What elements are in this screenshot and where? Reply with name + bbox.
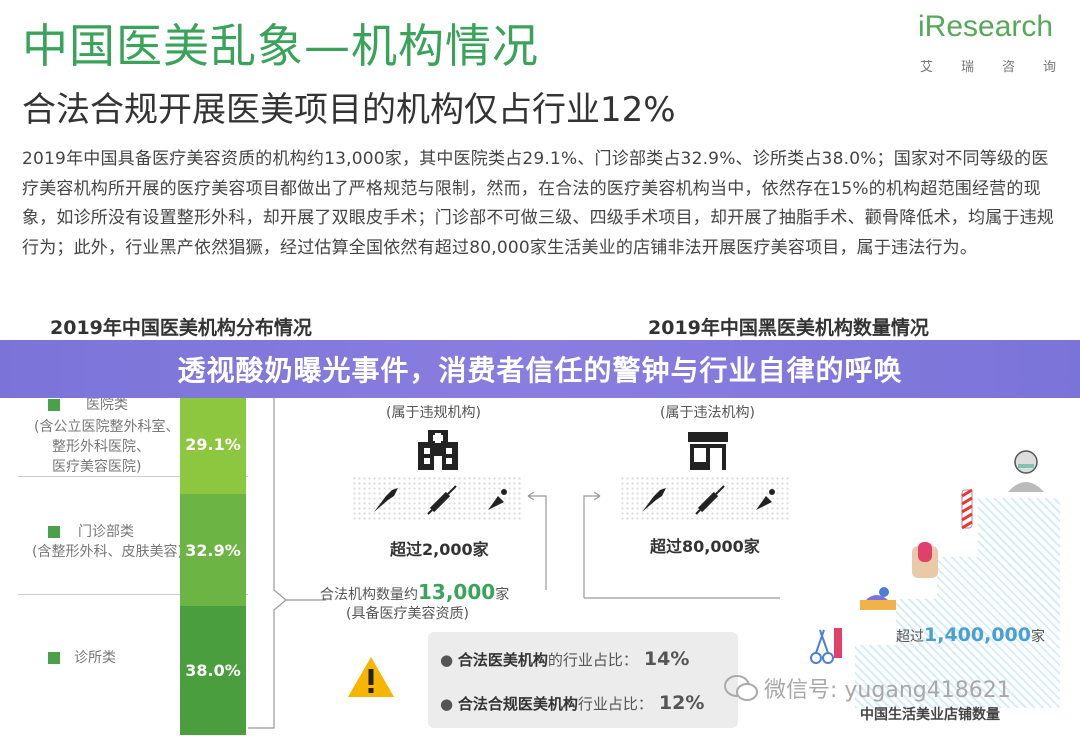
- laser-icon: [756, 489, 775, 510]
- flow-arrows: [527, 491, 780, 599]
- col1-label: (属于违规机构): [386, 405, 481, 421]
- col2-count: 超过80,000家: [650, 537, 760, 556]
- syringe-icon: [695, 485, 725, 515]
- barber-pole-icon: [961, 488, 973, 530]
- wechat-icon: [724, 675, 758, 701]
- category-clinic-dept: 门诊部类 (含整形外科、皮肤美容): [32, 522, 183, 562]
- bar-segment-2: 32.9%: [180, 494, 246, 606]
- hospital-icon: [418, 430, 458, 470]
- bar-segment-1: 29.1%: [180, 395, 246, 494]
- logo-subtext: 艾 瑞 咨 询: [920, 60, 1056, 75]
- iresearch-logo: iResearch 艾 瑞 咨 询: [918, 10, 1058, 80]
- col2-label: (属于违法机构): [660, 405, 755, 421]
- category-clinic: 诊所类: [48, 648, 116, 668]
- col1-count: 超过2,000家: [390, 540, 489, 559]
- bar-segment-3: 38.0%: [180, 606, 246, 735]
- notes-box: ● 合法医美机构的行业占比： 14% ● 合法合规医美机构行业占比： 12%: [428, 632, 738, 728]
- right-chart-title: 2019年中国黑医美机构数量情况: [648, 317, 929, 339]
- note-row-legal: ● 合法医美机构的行业占比： 14%: [440, 648, 690, 670]
- doctor-icon: [1008, 450, 1044, 492]
- logo-text: iResearch: [918, 10, 1054, 43]
- shops-caption: 中国生活美业店铺数量: [860, 707, 1000, 723]
- legal-sub: (具备医疗美容资质): [346, 606, 469, 622]
- nail-icon: [912, 542, 938, 578]
- syringe-icon: [427, 485, 457, 515]
- spa-icon: [860, 587, 896, 610]
- body-paragraph: 2019年中国具备医疗美容资质的机构约13,000家，其中医院类占29.1%、门…: [22, 149, 1054, 258]
- note-row-compliant: ● 合法合规医美机构行业占比： 12%: [440, 692, 705, 714]
- legend-square: [48, 526, 60, 538]
- scalpel-icon: [374, 488, 398, 512]
- scissors-comb-icon: [810, 628, 842, 664]
- left-chart-title: 2019年中国医美机构分布情况: [50, 317, 312, 339]
- category-hospital: 医院类 (含公立医院整外科室、 整形外科医院、 医疗美容医院): [34, 395, 180, 477]
- legend-square: [48, 399, 60, 411]
- tools-panel-1: [352, 476, 522, 522]
- bracket-line: [248, 396, 287, 729]
- shops-count: 超过1,400,000家: [896, 624, 1045, 646]
- category-label: 医院类 (含公立医院整外科室、 整形外科医院、 医疗美容医院): [34, 397, 180, 475]
- legend-square: [48, 652, 60, 664]
- page-title: 中国医美乱象—机构情况: [22, 19, 539, 73]
- category-label: 门诊部类 (含整形外科、皮肤美容): [32, 524, 183, 560]
- warning-icon: [348, 657, 394, 697]
- watermark: 微信号: yugang418621: [724, 672, 1011, 704]
- laser-icon: [488, 489, 507, 510]
- page-subtitle: 合法合规开展医美项目的机构仅占行业12%: [22, 90, 676, 130]
- overlay-banner: 透视酸奶曝光事件，消费者信任的警钟与行业自律的呼唤: [0, 340, 1080, 398]
- store-icon: [688, 432, 728, 470]
- scalpel-icon: [642, 488, 666, 512]
- legal-count: 合法机构数量约13,000家: [320, 580, 510, 604]
- tools-panel-2: [620, 476, 790, 522]
- banner-text: 透视酸奶曝光事件，消费者信任的警钟与行业自律的呼唤: [177, 354, 903, 387]
- category-label: 诊所类: [74, 650, 116, 666]
